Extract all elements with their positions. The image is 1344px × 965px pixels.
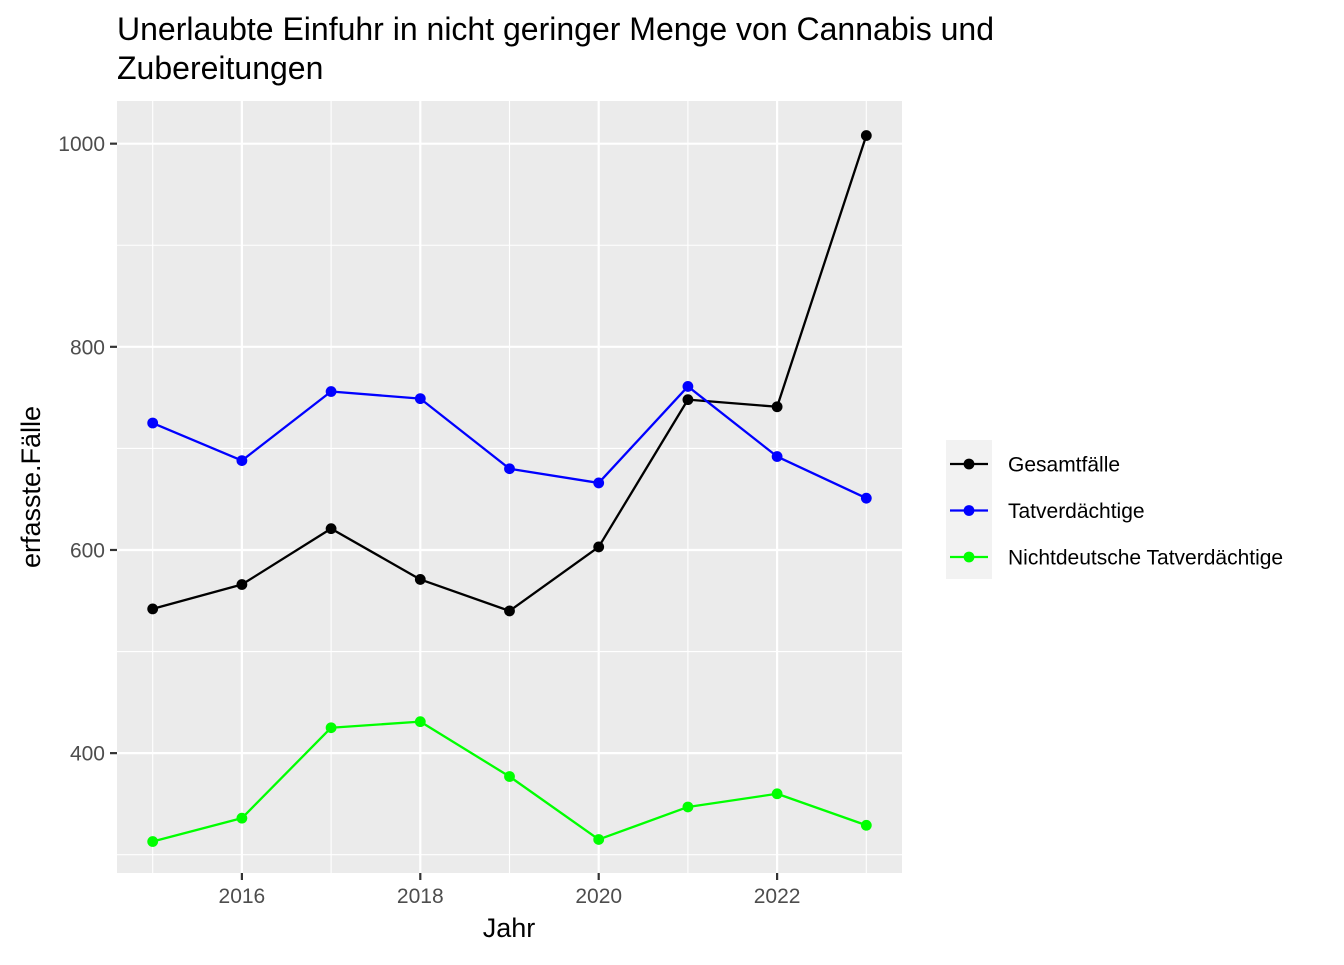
series-1-point: [414, 574, 426, 585]
y-tick-label: 800: [70, 336, 105, 359]
legend: Gesamtfälle Tatverdächtige Nichtdeutsche T…: [946, 440, 1283, 579]
x-tick-label: 2016: [219, 885, 266, 908]
series-2-point: [414, 393, 426, 405]
x-tick-label: 2020: [575, 885, 622, 908]
series-1-point: [860, 130, 872, 141]
series-1-point: [325, 523, 337, 535]
series-1-point: [771, 401, 783, 413]
legend-key-point: [963, 505, 975, 516]
series-2-point: [147, 417, 159, 429]
axes: 400 600 800 1000 2016 2018 2020 2022: [58, 133, 800, 908]
chart-title-line-2: Zubereitungen: [117, 50, 323, 86]
series-3-point: [593, 834, 605, 845]
legend-key-point: [963, 458, 975, 470]
series-1-point: [593, 541, 605, 553]
series-2-point: [236, 455, 248, 466]
series-3-point: [682, 801, 694, 813]
series-1-point: [504, 605, 515, 617]
series-2-point: [504, 463, 515, 475]
series-3-point: [771, 788, 783, 800]
series-1-point: [236, 579, 248, 590]
series-2-point: [325, 386, 337, 397]
plot-panel: [117, 101, 902, 873]
series-1-point: [147, 603, 159, 615]
x-tick-label: 2022: [754, 885, 801, 908]
series-2-point: [860, 492, 872, 504]
series-3-point: [147, 836, 159, 847]
series-3-point: [860, 819, 872, 831]
chart-title-line-1: Unerlaubte Einfuhr in nicht geringer Men…: [117, 11, 994, 47]
legend-label-2: Tatverdächtige: [1008, 500, 1145, 523]
series-2-point: [771, 451, 783, 462]
series-3-point: [325, 722, 337, 734]
x-tick-label: 2018: [397, 885, 444, 908]
y-axis-title: erfasste.Fälle: [16, 406, 46, 568]
series-2-point: [593, 477, 605, 489]
series-1-point: [682, 394, 694, 406]
series-3-point: [414, 716, 426, 728]
y-tick-label: 1000: [58, 133, 105, 156]
series-3-point: [504, 771, 515, 782]
legend-label-3: Nichtdeutsche Tatverdächtige: [1008, 547, 1283, 570]
legend-key-point: [963, 551, 975, 563]
series-2-point: [682, 381, 694, 392]
x-axis-title: Jahr: [483, 913, 536, 943]
series-3-point: [236, 812, 248, 824]
y-tick-label: 600: [70, 539, 105, 562]
y-tick-label: 400: [70, 743, 105, 766]
legend-label-1: Gesamtfälle: [1008, 454, 1120, 477]
